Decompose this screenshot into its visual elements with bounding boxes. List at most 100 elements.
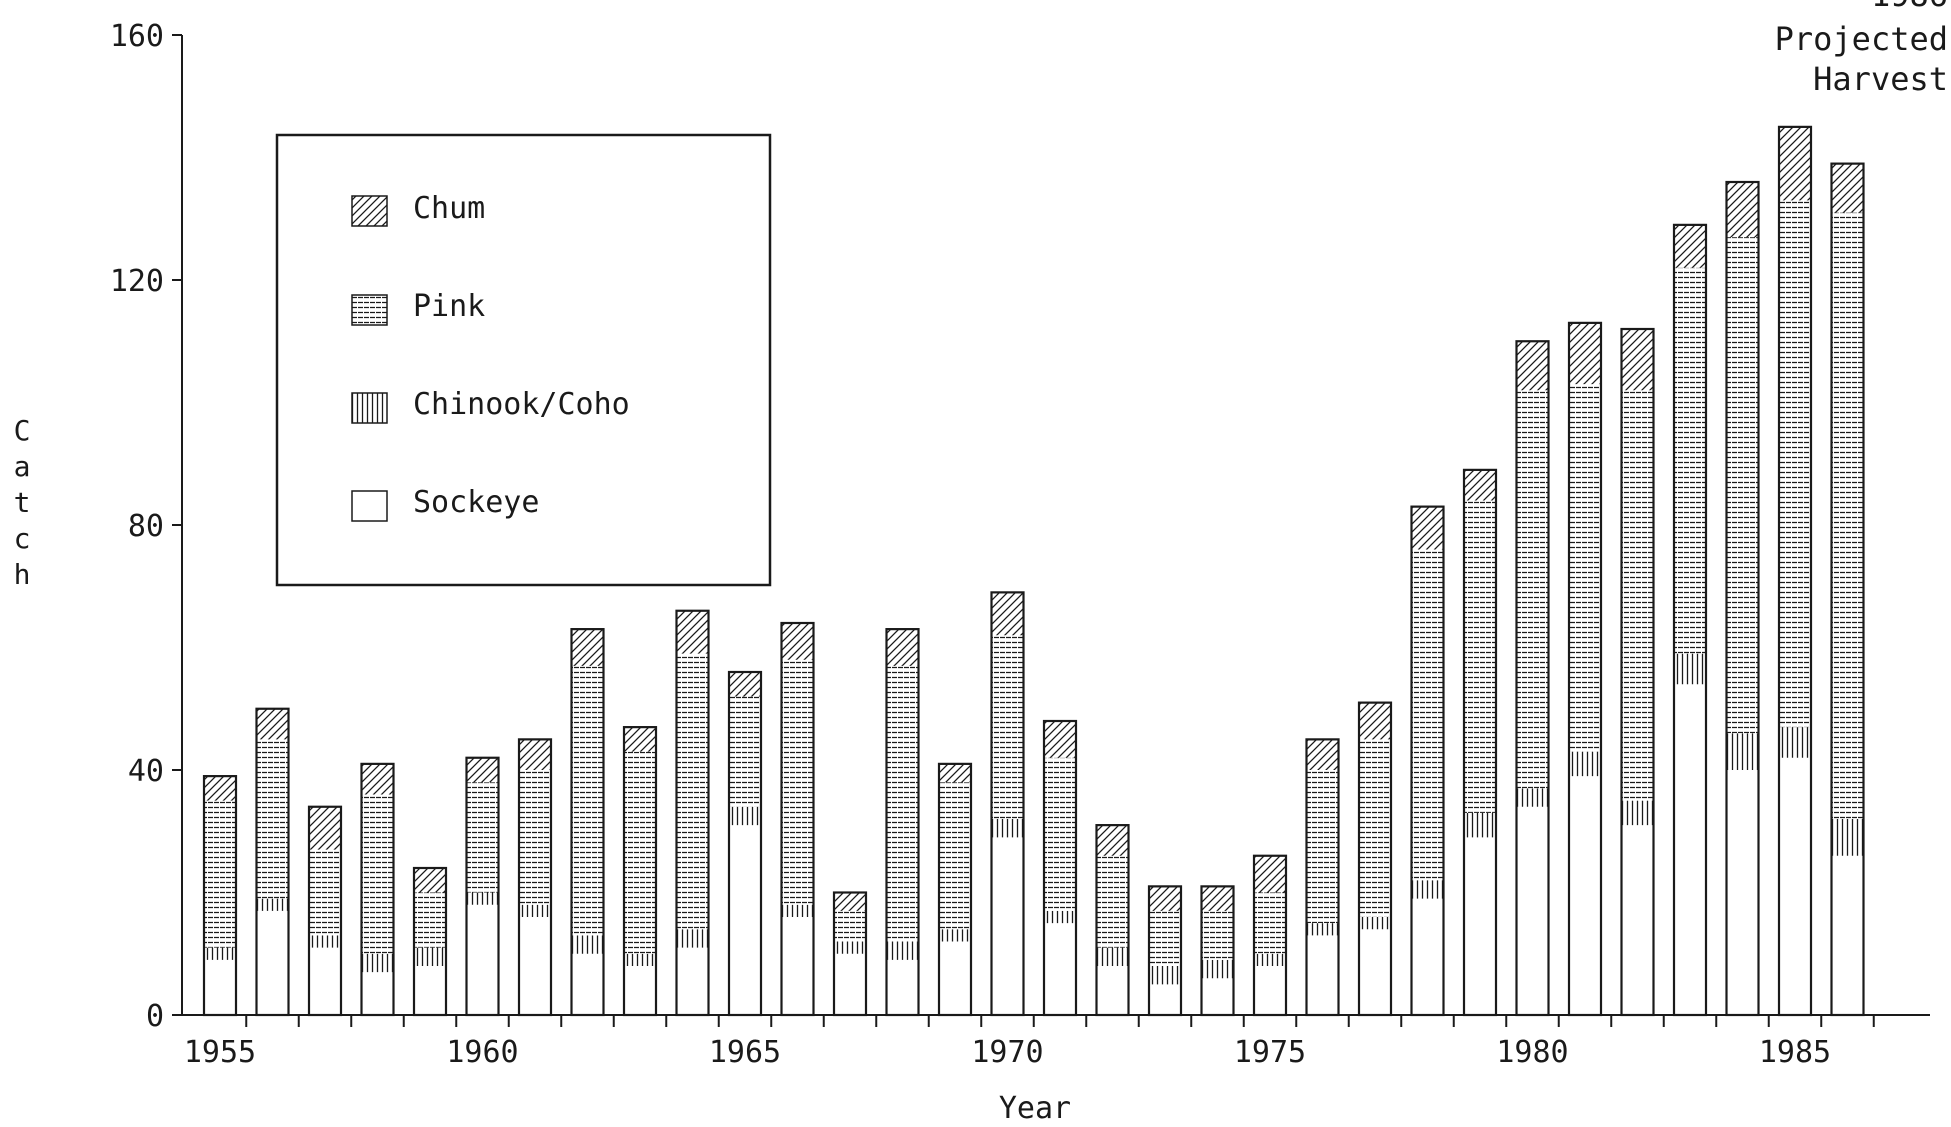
bar-1963-sockeye — [624, 966, 656, 1015]
bar-1979-pink — [1464, 500, 1496, 813]
bar-1975-sockeye — [1254, 966, 1286, 1015]
bar-1974-sockeye — [1201, 978, 1234, 1015]
bar-outline-1978 — [1410, 505, 1445, 1017]
bar-outline-1960 — [465, 756, 500, 1017]
bar-1984-pink — [1726, 237, 1759, 734]
bar-1976-pink — [1306, 770, 1339, 924]
bar-outline-1980 — [1515, 340, 1550, 1017]
bar-outline-1965 — [727, 670, 763, 1017]
bar-1959-chum — [414, 868, 446, 893]
bars — [202, 125, 1865, 1017]
bar-outline-1981 — [1567, 321, 1603, 1017]
bar-outline-1969 — [937, 762, 973, 1017]
bar-1980-sockeye — [1516, 806, 1549, 1015]
bar-1986-sockeye — [1831, 855, 1864, 1015]
bar-1961-sockeye — [519, 917, 551, 1015]
legend-swatch-chum — [351, 195, 388, 227]
bar-1984-chinook-coho — [1726, 733, 1759, 770]
bar-1956-sockeye — [256, 910, 289, 1015]
bar-1964-pink — [676, 653, 709, 930]
bar-1960-chum — [466, 757, 499, 783]
bar-1973-sockeye — [1149, 984, 1181, 1015]
bar-1983-chinook-coho — [1674, 653, 1706, 685]
bar-1969-chinook-coho — [939, 929, 971, 942]
bar-1982-pink — [1621, 390, 1654, 801]
bar-outline-1971 — [1042, 719, 1078, 1017]
bar-1977-sockeye — [1359, 929, 1391, 1015]
bar-1978-sockeye — [1411, 898, 1444, 1015]
bar-1974-chum — [1201, 886, 1234, 911]
bar-1970-chum — [991, 592, 1024, 636]
bar-1978-pink — [1411, 549, 1444, 881]
bar-1970-chinook-coho — [991, 819, 1024, 838]
x-axis-title: Year — [999, 1091, 1071, 1126]
y-tick-label-120: 120 — [110, 264, 164, 299]
bar-1965-chum — [729, 672, 761, 697]
bar-1969-chum — [939, 763, 971, 783]
bar-1963-chum — [624, 727, 656, 752]
bar-1986-pink — [1831, 212, 1864, 819]
bar-1981-pink — [1569, 384, 1601, 752]
bar-1968-chum — [886, 629, 919, 666]
bar-outline-1958 — [360, 762, 395, 1017]
bar-1980-chinook-coho — [1516, 788, 1549, 807]
legend-label-sockeye: Sockeye — [413, 485, 539, 520]
bar-1958-chinook-coho — [361, 953, 394, 973]
y-axis-title-letter: t — [14, 486, 31, 519]
bar-1971-pink — [1044, 757, 1076, 911]
legend-swatch-sockeye — [351, 490, 388, 522]
bar-1956-chinook-coho — [256, 898, 289, 911]
y-tick-label-80: 80 — [128, 509, 164, 544]
bar-1963-pink — [624, 751, 656, 954]
bar-1974-pink — [1201, 910, 1234, 960]
y-axis-title-letter: C — [14, 414, 31, 447]
bar-1964-sockeye — [676, 947, 709, 1015]
bar-outline-1984 — [1725, 180, 1760, 1017]
bar-1982-chum — [1621, 329, 1654, 391]
bar-1982-chinook-coho — [1621, 800, 1654, 826]
bar-outline-1963 — [622, 726, 658, 1017]
bar-1974-chinook-coho — [1201, 959, 1234, 979]
bar-1982-sockeye — [1621, 825, 1654, 1015]
bar-outline-1972 — [1095, 824, 1130, 1017]
bar-outline-1961 — [517, 738, 553, 1017]
bar-1967-chum — [834, 892, 866, 911]
bar-1959-pink — [414, 892, 446, 948]
bar-outline-1979 — [1462, 468, 1498, 1017]
bar-1970-sockeye — [991, 837, 1024, 1015]
bar-1958-sockeye — [361, 972, 394, 1015]
bar-1986-chinook-coho — [1831, 819, 1864, 856]
bar-1968-sockeye — [886, 959, 919, 1015]
bar-1981-chinook-coho — [1569, 751, 1601, 777]
x-tick-label-1980: 1980 — [1496, 1035, 1568, 1070]
bar-1957-sockeye — [309, 947, 341, 1015]
bar-outline-1976 — [1305, 738, 1340, 1017]
bar-1959-chinook-coho — [414, 947, 446, 966]
bar-1961-chum — [519, 739, 551, 770]
bar-outline-1955 — [202, 775, 238, 1017]
x-tick-label-1960: 1960 — [446, 1035, 518, 1070]
legend: Chum Pink Chinook/Coho Sockeye — [275, 133, 772, 587]
projected-harvest-annotation: 1986ProjectedHarvest — [1775, 0, 1948, 98]
bar-1984-chum — [1726, 182, 1759, 238]
y-tick-label-160: 160 — [110, 19, 164, 54]
x-tick-label-1985: 1985 — [1759, 1035, 1831, 1070]
legend-label-pink: Pink — [413, 289, 485, 324]
bar-1979-chinook-coho — [1464, 812, 1496, 838]
bar-outline-1983 — [1672, 223, 1708, 1017]
bar-1964-chinook-coho — [676, 929, 709, 948]
bar-1975-chum — [1254, 855, 1286, 893]
bar-1967-chinook-coho — [834, 941, 866, 954]
bar-1959-sockeye — [414, 966, 446, 1015]
bar-outline-1982 — [1620, 327, 1655, 1017]
bar-1957-chum — [309, 806, 341, 850]
bar-1957-chinook-coho — [309, 935, 341, 948]
bar-outline-1956 — [255, 707, 290, 1017]
bar-1976-chum — [1306, 739, 1339, 770]
bar-1979-sockeye — [1464, 837, 1496, 1015]
bar-1979-chum — [1464, 469, 1496, 501]
legend-swatch-chinook-coho — [351, 392, 388, 424]
legend-swatch-pink — [351, 294, 388, 326]
bar-1985-pink — [1779, 200, 1811, 728]
bar-1956-chum — [256, 708, 289, 740]
